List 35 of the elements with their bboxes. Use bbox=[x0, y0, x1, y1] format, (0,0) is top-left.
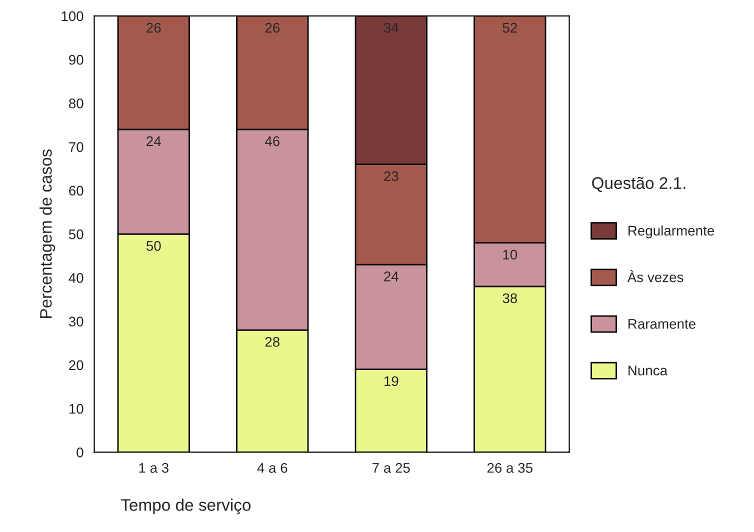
y-tick-label: 60 bbox=[69, 186, 84, 196]
y-tick-label: 70 bbox=[69, 142, 84, 152]
data-label: 38 bbox=[502, 293, 518, 304]
y-tick-label: 30 bbox=[68, 316, 84, 326]
x-axis-title: Tempo de serviço bbox=[121, 498, 251, 514]
data-label: 26 bbox=[265, 22, 280, 33]
data-label: 50 bbox=[146, 240, 161, 251]
y-tick-label: 10 bbox=[69, 404, 84, 414]
legend-label: Nunca bbox=[628, 366, 668, 376]
legend-label: Regularmente bbox=[628, 225, 714, 238]
y-axis-title: Percentagem de casos bbox=[40, 149, 56, 318]
y-tick-label: 90 bbox=[69, 54, 84, 65]
data-label: 19 bbox=[384, 376, 398, 386]
data-label: 23 bbox=[384, 171, 398, 182]
y-tick-label: 50 bbox=[68, 229, 84, 240]
legend-label: Às vezes bbox=[627, 270, 684, 282]
y-tick-label: 20 bbox=[69, 360, 84, 370]
x-tick-label: 1 a 3 bbox=[139, 462, 168, 473]
y-tick-label: 40 bbox=[68, 273, 84, 283]
y-tick-label: 80 bbox=[68, 98, 84, 108]
x-tick-label: 4 a 6 bbox=[257, 462, 288, 473]
data-label: 26 bbox=[146, 22, 161, 33]
data-label: 10 bbox=[503, 250, 518, 260]
data-label: 46 bbox=[264, 136, 280, 146]
legend-title: Questão 2.1. bbox=[592, 176, 686, 192]
data-label: 28 bbox=[265, 336, 280, 347]
data-label: 24 bbox=[146, 136, 161, 146]
x-tick-label: 7 a 25 bbox=[372, 462, 410, 473]
data-label: 24 bbox=[384, 272, 398, 282]
x-tick-label: 26 a 35 bbox=[487, 462, 532, 473]
y-tick-label: 0 bbox=[76, 448, 84, 458]
legend-label: Raramente bbox=[628, 319, 696, 329]
y-tick-label: 100 bbox=[62, 11, 84, 22]
data-label: 52 bbox=[502, 22, 517, 33]
data-label: 34 bbox=[384, 22, 398, 33]
